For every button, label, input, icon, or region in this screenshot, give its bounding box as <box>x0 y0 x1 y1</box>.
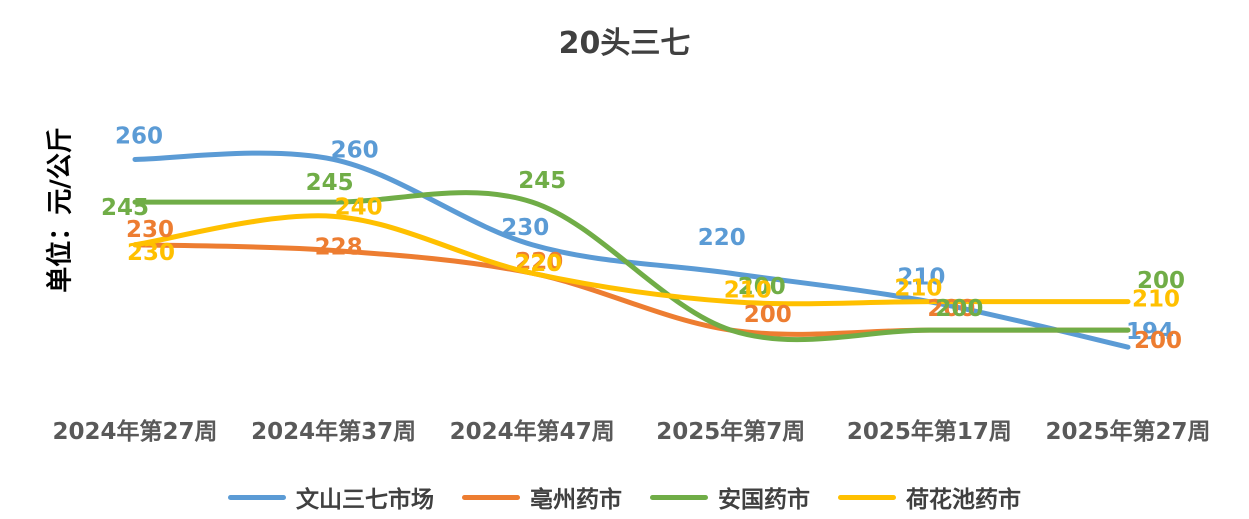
data-label-s0-1: 260 <box>331 137 379 163</box>
data-label-s1-2: 220 <box>515 249 563 275</box>
legend-label: 安国药市 <box>718 487 810 513</box>
data-label-s3-0: 230 <box>127 240 175 266</box>
legend-item: 文山三七市场 <box>228 480 434 514</box>
x-tick-label: 2025年第27周 <box>1045 418 1210 445</box>
data-label-s0-2: 230 <box>501 215 549 241</box>
legend-label: 荷花池药市 <box>906 487 1021 513</box>
data-label-s3-4: 210 <box>894 276 942 302</box>
x-tick-label: 2025年第7周 <box>656 418 805 445</box>
data-label-s0-4: 210 <box>897 265 945 291</box>
data-label-s1-0: 230 <box>126 217 174 243</box>
data-label-s3-2: 220 <box>514 251 562 277</box>
legend-label: 亳州药市 <box>530 487 622 513</box>
data-label-s2-3: 200 <box>738 274 786 300</box>
data-label-s3-1: 240 <box>335 194 383 220</box>
x-tick-label: 2025年第17周 <box>847 418 1012 445</box>
data-label-s2-5: 200 <box>1137 268 1185 294</box>
legend-swatch <box>838 494 896 500</box>
x-tick-label: 2024年第37周 <box>251 418 416 445</box>
x-tick-label: 2024年第47周 <box>450 418 615 445</box>
data-label-s3-5: 210 <box>1132 287 1180 313</box>
legend-swatch <box>228 494 286 500</box>
series-line-3 <box>132 213 1131 307</box>
legend-item: 亳州药市 <box>462 480 622 514</box>
data-label-s0-0: 260 <box>115 123 163 149</box>
data-label-s1-4: 200 <box>927 296 975 322</box>
data-label-s1-3: 200 <box>744 302 792 328</box>
series-line-2 <box>132 190 1131 343</box>
data-label-s2-2: 245 <box>518 168 566 194</box>
legend-item: 安国药市 <box>650 480 810 514</box>
legend: 文山三七市场 亳州药市 安国药市 荷花池药市 <box>0 480 1249 514</box>
data-label-s3-3: 210 <box>724 278 772 304</box>
legend-swatch <box>462 494 520 500</box>
series-line-0 <box>132 150 1131 350</box>
legend-item: 荷花池药市 <box>838 480 1021 514</box>
x-tick-label: 2024年第27周 <box>52 418 217 445</box>
series-layer <box>132 150 1131 350</box>
data-label-s2-1: 245 <box>306 170 354 196</box>
data-label-s2-4: 200 <box>935 296 983 322</box>
chart-title: 20头三七 <box>558 26 691 61</box>
data-label-s1-1: 228 <box>315 234 363 260</box>
data-label-s2-0: 245 <box>101 195 149 221</box>
legend-swatch <box>650 494 708 500</box>
data-label-s1-5: 200 <box>1134 328 1182 354</box>
data-label-s0-3: 220 <box>698 225 746 251</box>
x-tick-layer: 2024年第27周 2024年第37周 2024年第47周 2025年第7周 2025年… <box>52 418 1210 445</box>
legend-label: 文山三七市场 <box>296 487 434 513</box>
data-label-s0-5: 194 <box>1126 319 1174 345</box>
